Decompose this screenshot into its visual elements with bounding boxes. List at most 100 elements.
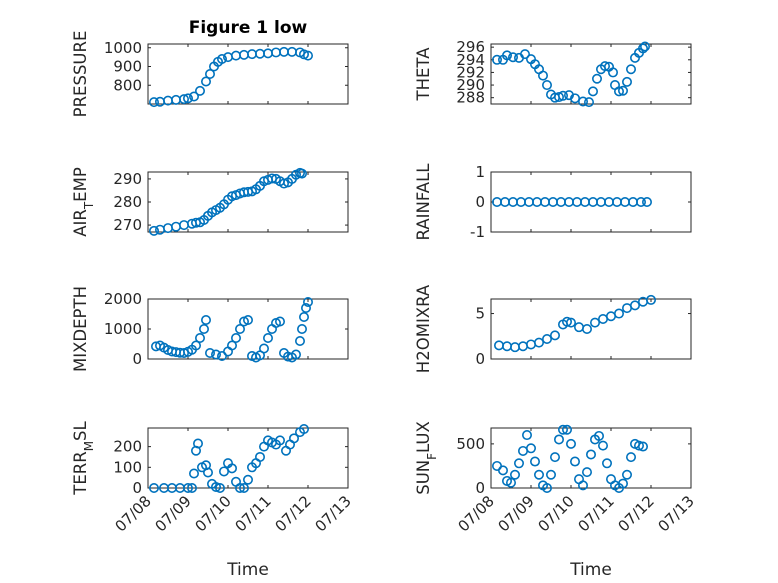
data-point: [201, 76, 212, 87]
subplot-air-temp: 270 280 290 AIRTEMP: [71, 167, 349, 237]
data-point: [235, 323, 246, 334]
data-point: [583, 97, 594, 108]
x-tick-label: 07/11: [232, 492, 275, 535]
data-point: [525, 443, 536, 454]
data-point: [635, 197, 646, 208]
y-tick-label: 290: [456, 76, 485, 94]
subplot-rainfall: -1 0 1 RAINFALL: [414, 163, 692, 241]
data-point: [288, 433, 299, 444]
data-point: [601, 458, 612, 469]
data-point: [549, 452, 560, 463]
data-point: [149, 482, 160, 493]
y-tick-label: 200: [113, 438, 142, 456]
data-point: [541, 333, 552, 344]
data-point: [581, 323, 592, 334]
data-point: [298, 424, 309, 435]
data-point: [621, 469, 632, 480]
y-tick-label: 0: [132, 350, 142, 368]
data-point: [597, 440, 608, 451]
y-tick-label: 292: [456, 63, 485, 81]
chart-title: Figure 1 low: [189, 18, 308, 38]
y-tick-label: 1000: [104, 39, 142, 57]
y-tick-label: 900: [113, 58, 142, 76]
data-point: [294, 335, 305, 346]
data-point: [215, 482, 226, 493]
data-point: [553, 434, 564, 445]
data-point: [274, 316, 285, 327]
data-point: [199, 323, 210, 334]
x-axis-label: Time: [226, 560, 269, 580]
y-tick-label: 5: [475, 305, 485, 323]
data-point: [617, 85, 628, 96]
data-point: [179, 94, 190, 105]
y-axis-label: MIXDEPTH: [71, 286, 90, 372]
data-point: [537, 70, 548, 81]
y-tick-label: 100: [113, 458, 142, 476]
data-point: [637, 441, 648, 452]
data-point: [533, 469, 544, 480]
data-point: [195, 85, 206, 96]
data-point: [501, 50, 512, 61]
data-point: [231, 332, 242, 343]
data-point: [645, 294, 656, 305]
data-point: [491, 54, 502, 65]
y-tick-label: 0: [132, 479, 142, 497]
y-tick-label: 290: [113, 170, 142, 188]
data-point: [545, 469, 556, 480]
y-tick-label: 1: [475, 163, 485, 181]
data-point: [549, 330, 560, 341]
x-tick-label: 07/08: [455, 492, 498, 535]
data-point: [302, 50, 313, 61]
data-point: [278, 178, 289, 189]
axes-box: [490, 171, 692, 233]
axes-box: [147, 427, 349, 489]
data-point: [541, 80, 552, 91]
y-axis-label: AIRTEMP: [71, 167, 96, 237]
axes-box: [490, 43, 692, 105]
data-point: [183, 93, 194, 104]
data-point: [589, 317, 600, 328]
data-point: [187, 482, 198, 493]
data-point: [191, 340, 202, 351]
data-point: [629, 300, 640, 311]
data-point: [613, 86, 624, 97]
y-axis-label: PRESSURE: [71, 31, 90, 118]
subplot-h2omixra: 0 5 H2OMIXRA: [414, 284, 692, 373]
y-tick-label: 0: [475, 193, 485, 211]
data-point: [591, 73, 602, 84]
x-tick-label: 07/09: [152, 492, 195, 535]
data-point: [565, 438, 576, 449]
data-point: [509, 469, 520, 480]
y-tick-label: 0: [475, 350, 485, 368]
x-tick-label: 07/08: [112, 492, 155, 535]
y-tick-label: 500: [456, 435, 485, 453]
data-point: [557, 424, 568, 435]
data-point: [599, 61, 610, 72]
y-tick-label: 296: [456, 38, 485, 56]
y-tick-label: 294: [456, 51, 485, 69]
data-point: [625, 452, 636, 463]
data-point: [497, 465, 508, 476]
x-tick-label: 07/13: [312, 492, 355, 535]
data-point: [179, 347, 190, 358]
data-point: [521, 430, 532, 441]
data-point: [243, 314, 254, 325]
data-point: [581, 467, 592, 478]
data-point: [211, 349, 222, 360]
x-tick-label: 07/10: [192, 492, 235, 535]
data-point: [298, 311, 309, 322]
y-axis-label: H2OMIXRA: [414, 284, 433, 373]
data-point: [557, 90, 568, 101]
axes-box: [147, 298, 349, 360]
data-point: [507, 52, 518, 63]
x-tick-label: 07/09: [495, 492, 538, 535]
y-axis-label: RAINFALL: [414, 163, 433, 241]
y-tick-label: 1000: [104, 320, 142, 338]
y-tick-label: 288: [456, 89, 485, 107]
data-point: [613, 308, 624, 319]
data-point: [587, 86, 598, 97]
data-point: [513, 458, 524, 469]
data-point: [274, 435, 285, 446]
